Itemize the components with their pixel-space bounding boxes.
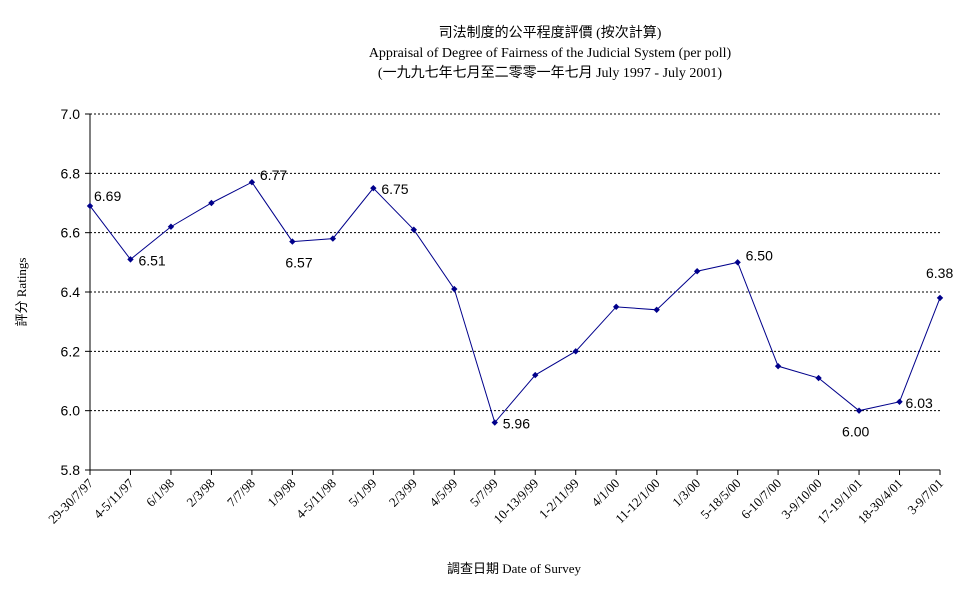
y-tick-label: 5.8 [61, 462, 81, 478]
chart-title: 司法制度的公平程度評價 (按次計算) [438, 26, 662, 41]
data-label: 6.00 [842, 424, 869, 440]
y-tick-label: 6.2 [61, 343, 81, 359]
data-points [86, 179, 944, 426]
data-point [572, 348, 579, 355]
y-tick-label: 6.0 [61, 403, 81, 419]
axes [85, 113, 941, 475]
data-point [451, 285, 458, 293]
chart-titles: 司法制度的公平程度評價 (按次計算) Appraisal of Degree o… [0, 24, 977, 84]
x-tick-label: 5/1/99 [345, 476, 379, 510]
x-tick-label: 1/9/98 [264, 476, 298, 510]
data-point [532, 371, 539, 379]
data-point [289, 238, 296, 245]
data-point [167, 223, 175, 230]
x-tick-label: 1-2/11/99 [536, 476, 582, 522]
x-tick-label: 11-12/1/00 [612, 476, 663, 527]
x-tick-label: 5-18/5/00 [697, 476, 743, 522]
data-point [370, 184, 377, 192]
gridlines [90, 113, 940, 412]
y-tick-label: 6.8 [61, 165, 81, 181]
x-tick-label: 4/1/00 [588, 476, 622, 510]
data-point [936, 294, 944, 302]
chart-subtitle: Appraisal of Degree of Fairness of the J… [368, 46, 732, 61]
data-point [127, 256, 134, 263]
data-label: 6.51 [138, 252, 165, 268]
x-tick-label: 2/3/99 [386, 476, 420, 510]
data-label: 6.77 [260, 167, 287, 183]
y-tick-label: 7.0 [61, 106, 81, 122]
x-tick-label: 18-30/4/01 [855, 476, 906, 527]
data-point [86, 202, 94, 210]
x-tick-label: 6/1/98 [143, 476, 177, 510]
data-label: 6.38 [926, 265, 953, 281]
data-point [208, 199, 215, 207]
data-point [734, 259, 741, 266]
x-tick-label: 10-13/9/99 [490, 476, 541, 527]
chart-subtitle-period: (一九九七年七月至二零零一年七月 July 1997 - July 2001) [377, 66, 723, 81]
x-tick-label: 4/5/99 [426, 476, 460, 510]
x-tick-label: 7/7/98 [224, 476, 258, 510]
x-tick-label: 1/3/00 [669, 476, 703, 510]
data-label: 6.50 [746, 247, 773, 263]
x-tick-label: 2/3/98 [183, 476, 217, 510]
series-line [89, 181, 941, 424]
data-point [815, 374, 822, 382]
x-tick-label: 5/7/99 [467, 476, 501, 510]
data-point [329, 235, 337, 242]
y-axis-label: 評分 Ratings [14, 258, 29, 327]
data-point [612, 303, 620, 311]
x-tick-label: 4-5/11/98 [293, 476, 339, 522]
x-tick-labels: 29-30/7/974-5/11/97 6/1/98 2/3/98 7/7/98 1/9… [45, 475, 946, 526]
data-label: 6.03 [906, 395, 933, 411]
data-point [410, 226, 418, 233]
x-tick-label: 4-5/11/97 [91, 475, 137, 521]
data-label: 6.75 [381, 181, 408, 197]
x-tick-label: 6-10/7/00 [738, 476, 784, 522]
data-point [491, 419, 498, 426]
y-tick-labels: 5.8 6.0 6.2 6.4 6.6 6.8 7.0 [61, 106, 81, 478]
x-axis-label: 調查日期 Date of Survey [447, 561, 581, 576]
y-tick-label: 6.4 [61, 284, 81, 300]
data-point [653, 306, 660, 313]
x-tick-label: 3-9/7/01 [904, 476, 946, 518]
data-label: 6.69 [94, 188, 121, 204]
x-tick-label: 29-30/7/97 [45, 475, 96, 526]
data-label: 6.57 [285, 255, 312, 271]
data-point [693, 268, 701, 275]
data-point [855, 407, 863, 414]
data-point [248, 179, 256, 186]
data-point [896, 398, 903, 405]
series-ratings [89, 181, 941, 424]
data-label: 5.96 [503, 416, 530, 432]
y-tick-label: 6.6 [61, 225, 81, 241]
data-labels: 6.69 6.51 6.77 6.57 6.75 5.96 6.50 6.00 6.03 6.38 [94, 167, 953, 439]
data-point [774, 362, 782, 370]
